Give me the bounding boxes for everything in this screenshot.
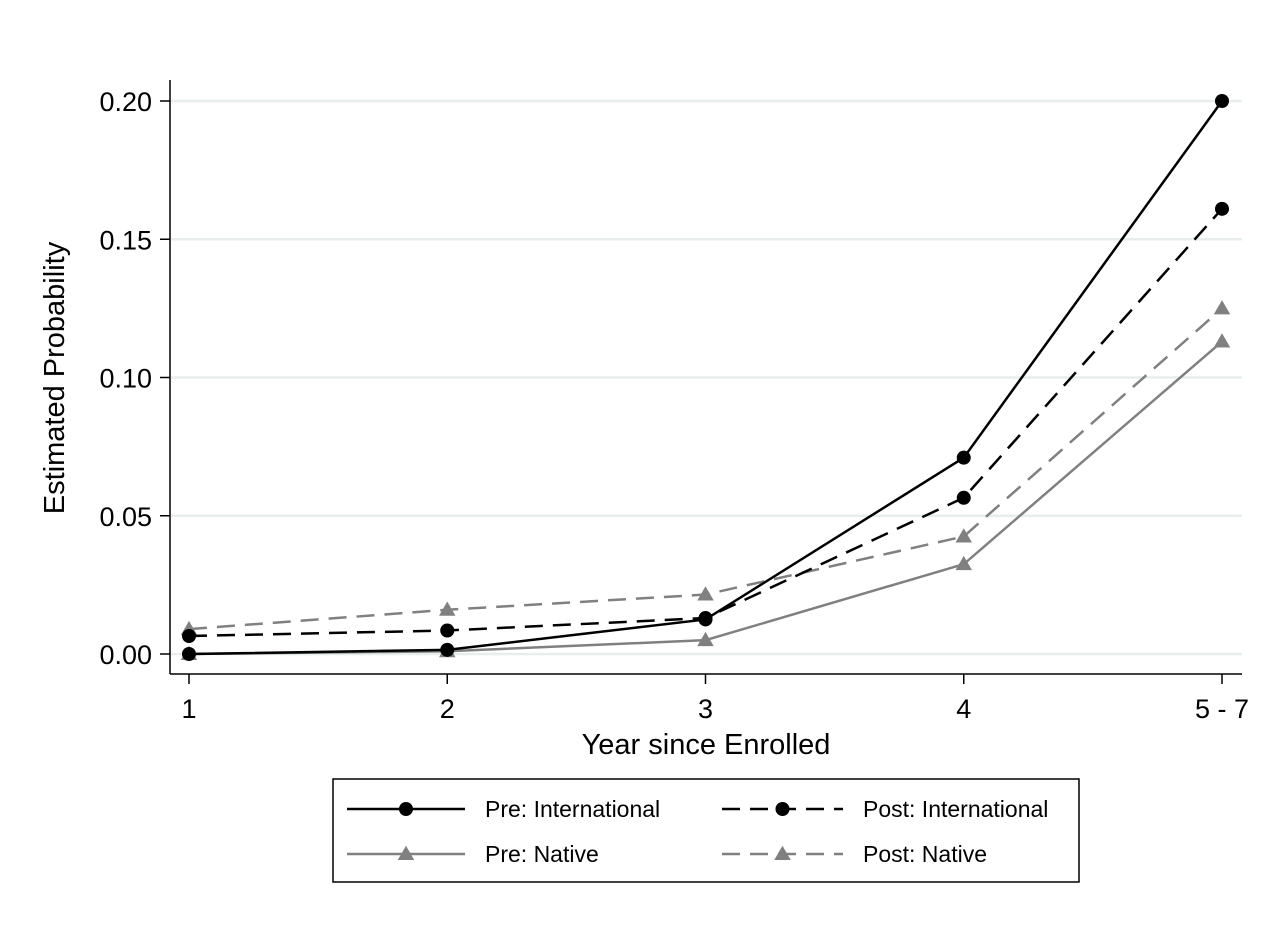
legend-label: Post: Native <box>863 841 987 867</box>
axes <box>160 80 1242 684</box>
data-point <box>1215 94 1229 108</box>
data-point <box>439 601 456 616</box>
y-axis-title: Estimated Probability <box>39 241 71 514</box>
x-tick-label: 4 <box>956 694 971 724</box>
legend-item: Post: Native <box>722 841 987 867</box>
series-post-native <box>180 300 1231 636</box>
legend-item: Pre: International <box>347 796 660 822</box>
data-point <box>956 450 971 465</box>
series-lines <box>180 94 1231 661</box>
y-tick-label: 0.10 <box>99 364 152 394</box>
y-tick-label: 0.00 <box>99 640 152 670</box>
y-tick-label: 0.15 <box>99 225 152 255</box>
legend-item: Pre: Native <box>347 841 599 867</box>
data-point <box>956 490 971 505</box>
data-point <box>1213 333 1231 348</box>
data-point <box>698 612 713 627</box>
series-pre-international <box>182 94 1229 661</box>
data-point <box>440 623 455 638</box>
legend: Pre: International Post: International Pre… <box>332 778 1080 883</box>
y-tick-label: 0.05 <box>99 502 152 532</box>
data-point <box>440 642 455 657</box>
x-axis-title: Year since Enrolled <box>582 729 831 761</box>
data-point <box>1215 201 1229 216</box>
data-point <box>397 845 415 860</box>
series-line <box>188 208 1223 638</box>
legend-label: Pre: Native <box>485 841 599 867</box>
data-point <box>1213 300 1231 315</box>
legend-label: Post: International <box>863 796 1048 822</box>
legend-box <box>332 778 1080 883</box>
data-point <box>774 845 791 860</box>
data-point <box>775 802 790 816</box>
data-point <box>955 528 972 543</box>
data-point <box>955 555 972 571</box>
data-point <box>182 629 196 644</box>
legend-label: Pre: International <box>485 796 660 822</box>
data-point <box>182 647 196 661</box>
series-line <box>188 340 1223 656</box>
x-tick-label: 3 <box>698 694 713 724</box>
series-pre-native <box>180 333 1231 660</box>
series-post-international <box>182 201 1229 644</box>
legend-item: Post: International <box>722 796 1048 822</box>
series-line <box>188 307 1223 631</box>
data-point <box>399 802 413 816</box>
x-tick-label: 2 <box>440 694 455 724</box>
gridlines <box>170 99 1242 656</box>
tick-labels: 0.00 0.05 0.10 0.15 0.20 1 2 3 4 5 - 7 <box>99 87 1249 724</box>
x-tick-label: 1 <box>181 694 196 724</box>
x-tick-label: 5 - 7 <box>1195 694 1249 724</box>
data-point <box>697 586 714 601</box>
y-tick-label: 0.20 <box>99 87 152 117</box>
data-point <box>697 631 714 647</box>
